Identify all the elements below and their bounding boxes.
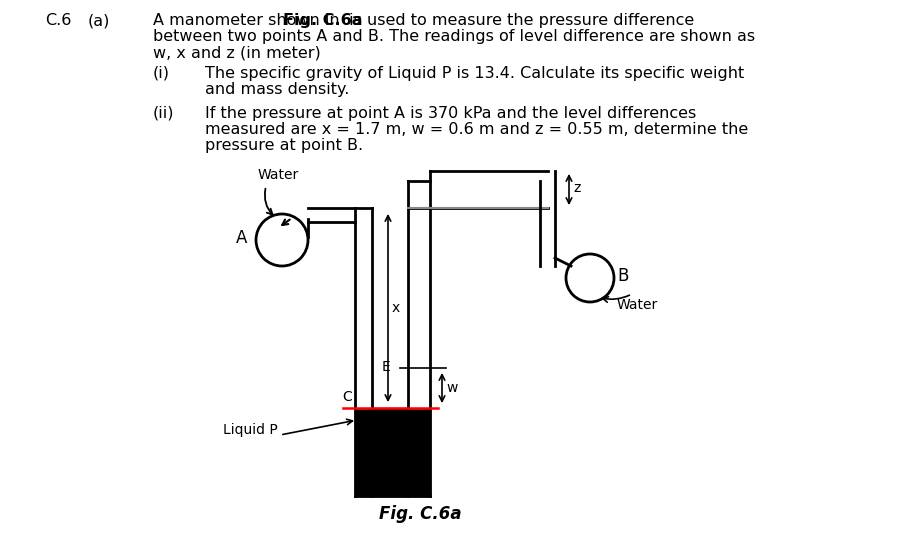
Text: B: B [617,267,628,285]
Text: Liquid P: Liquid P [223,423,278,437]
Text: w, x and z (in meter): w, x and z (in meter) [153,45,321,60]
Text: Water: Water [617,298,658,312]
Text: If the pressure at point A is 370 kPa and the level differences: If the pressure at point A is 370 kPa an… [205,106,695,121]
Text: C: C [342,390,352,404]
Bar [357,208,369,408]
Text: Fig. C.6a: Fig. C.6a [378,505,461,523]
Text: A: A [236,229,247,247]
Text: C.6: C.6 [45,13,71,28]
Text: Water: Water [258,168,299,182]
Text: (i): (i) [153,66,169,81]
Text: between two points A and B. The readings of level difference are shown as: between two points A and B. The readings… [153,29,754,44]
Text: E: E [381,360,390,374]
Text: z: z [572,181,579,195]
Text: D: D [408,410,419,424]
Bar [410,208,427,408]
Text: is used to measure the pressure difference: is used to measure the pressure differen… [344,13,694,28]
Text: w: w [445,381,457,395]
Bar [354,408,429,496]
Text: x: x [392,301,400,315]
Text: pressure at point B.: pressure at point B. [205,138,363,153]
Text: measured are x = 1.7 m, w = 0.6 m and z = 0.55 m, determine the: measured are x = 1.7 m, w = 0.6 m and z … [205,122,747,137]
Text: and mass density.: and mass density. [205,82,349,97]
Text: (ii): (ii) [153,106,174,121]
Text: A manometer shown in: A manometer shown in [153,13,344,28]
Text: Fig. C.6a: Fig. C.6a [283,13,363,28]
Text: The specific gravity of Liquid P is 13.4. Calculate its specific weight: The specific gravity of Liquid P is 13.4… [205,66,743,81]
Text: (a): (a) [87,13,110,28]
